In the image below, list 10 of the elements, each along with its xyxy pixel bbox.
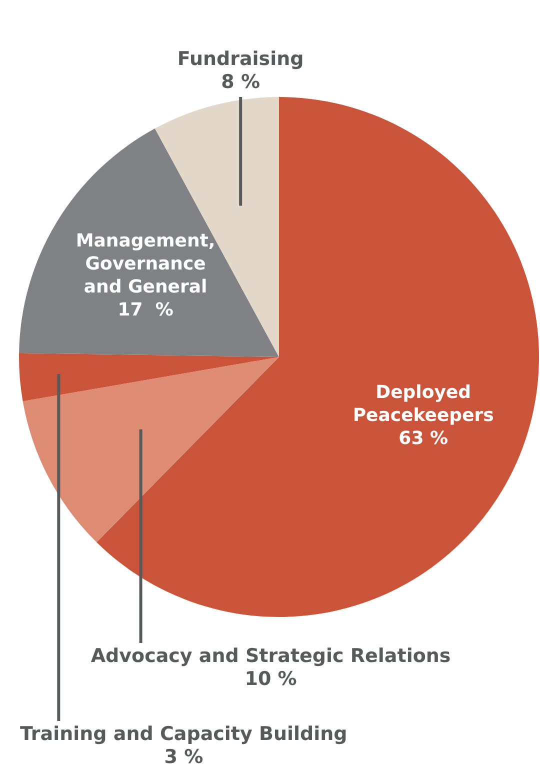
slice-label: Deployed Peacekeepers <box>352 382 494 426</box>
data-label: 10 % <box>244 668 297 690</box>
data-label: 17 % <box>118 299 174 320</box>
slice-label: Fundraising <box>177 48 304 70</box>
slice-label: Management, Governance and General <box>76 230 216 298</box>
data-label: 8 % <box>221 70 260 93</box>
slice-label: Advocacy and Strategic Relations <box>90 644 451 667</box>
data-label: 63 % <box>398 428 448 449</box>
data-label: 3 % <box>164 746 204 766</box>
slice-label: Training and Capacity Building <box>20 722 348 745</box>
